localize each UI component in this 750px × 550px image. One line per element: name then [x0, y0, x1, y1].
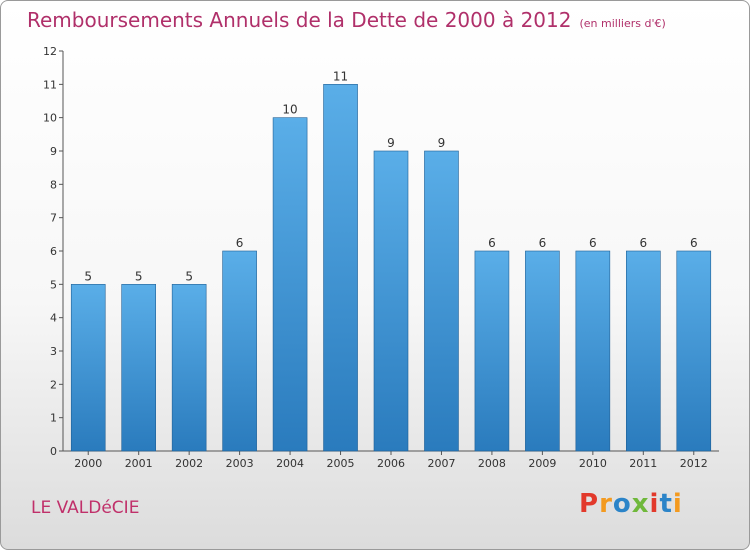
- chart-unit: (en milliers d'€): [579, 17, 666, 30]
- bar-value-label: 6: [236, 236, 244, 250]
- x-tick-label: 2001: [125, 457, 153, 470]
- y-tick-label: 0: [50, 445, 57, 458]
- y-tick-label: 6: [50, 245, 57, 258]
- y-tick-label: 4: [50, 312, 57, 325]
- commune-name: LE VALDéCIE: [31, 498, 140, 518]
- x-tick-label: 2002: [175, 457, 203, 470]
- bar: [575, 250, 611, 452]
- bar-value-label: 5: [135, 269, 143, 283]
- bar-value-label: 6: [639, 236, 647, 250]
- x-tick-label: 2012: [680, 457, 708, 470]
- logo-letter: r: [599, 489, 613, 519]
- logo-letter: P: [579, 489, 600, 519]
- y-tick-label: 3: [50, 345, 57, 358]
- chart-bars: 5 5 5 6 10 11 9 9 6 6 6 6 6: [70, 69, 712, 452]
- y-tick-label: 10: [43, 112, 57, 125]
- y-tick-label: 7: [50, 212, 57, 225]
- y-tick-label: 5: [50, 278, 57, 291]
- logo-letter: i: [672, 489, 683, 519]
- bar: [373, 150, 409, 452]
- bar-value-label: 6: [488, 236, 496, 250]
- bar-value-label: 10: [282, 103, 297, 117]
- bar: [676, 250, 712, 452]
- bar: [323, 84, 358, 452]
- y-tick-label: 8: [50, 178, 57, 191]
- x-tick-label: 2008: [478, 457, 506, 470]
- y-tick-label: 12: [43, 45, 57, 58]
- bar: [222, 250, 257, 452]
- y-tick-label: 1: [50, 412, 57, 425]
- logo-letter: i: [649, 489, 660, 519]
- x-tick-label: 2010: [579, 457, 607, 470]
- x-tick-label: 2003: [226, 457, 254, 470]
- bar-value-label: 5: [84, 269, 92, 283]
- x-tick-label: 2000: [74, 457, 102, 470]
- bar-value-label: 9: [438, 136, 446, 150]
- logo-letter: o: [612, 489, 632, 519]
- bar-value-label: 9: [387, 136, 395, 150]
- bar-value-label: 5: [185, 269, 193, 283]
- bar: [474, 250, 510, 452]
- x-tick-label: 2007: [427, 457, 455, 470]
- y-tick-label: 9: [50, 145, 57, 158]
- x-tick-label: 2005: [327, 457, 355, 470]
- y-tick-label: 11: [43, 78, 57, 91]
- chart-title: Remboursements Annuels de la Dette de 20…: [27, 8, 666, 32]
- x-tick-label: 2011: [629, 457, 657, 470]
- bar-value-label: 6: [690, 236, 698, 250]
- chart-title-text: Remboursements Annuels de la Dette de 20…: [27, 8, 572, 32]
- bar: [70, 284, 106, 452]
- bar: [424, 150, 459, 452]
- bar-value-label: 6: [589, 236, 597, 250]
- y-tick-label: 2: [50, 378, 57, 391]
- bar-value-label: 6: [539, 236, 547, 250]
- x-tick-label: 2004: [276, 457, 304, 470]
- bar: [626, 250, 661, 452]
- bar: [525, 250, 560, 452]
- bar: [272, 117, 308, 452]
- x-tick-label: 2009: [528, 457, 556, 470]
- logo-letter: t: [659, 489, 673, 519]
- bar: [121, 284, 156, 452]
- bar-value-label: 11: [333, 69, 348, 83]
- bar: [171, 284, 207, 452]
- proxiti-logo[interactable]: Proxiti: [579, 489, 683, 519]
- x-tick-label: 2006: [377, 457, 405, 470]
- logo-letter: x: [631, 489, 650, 519]
